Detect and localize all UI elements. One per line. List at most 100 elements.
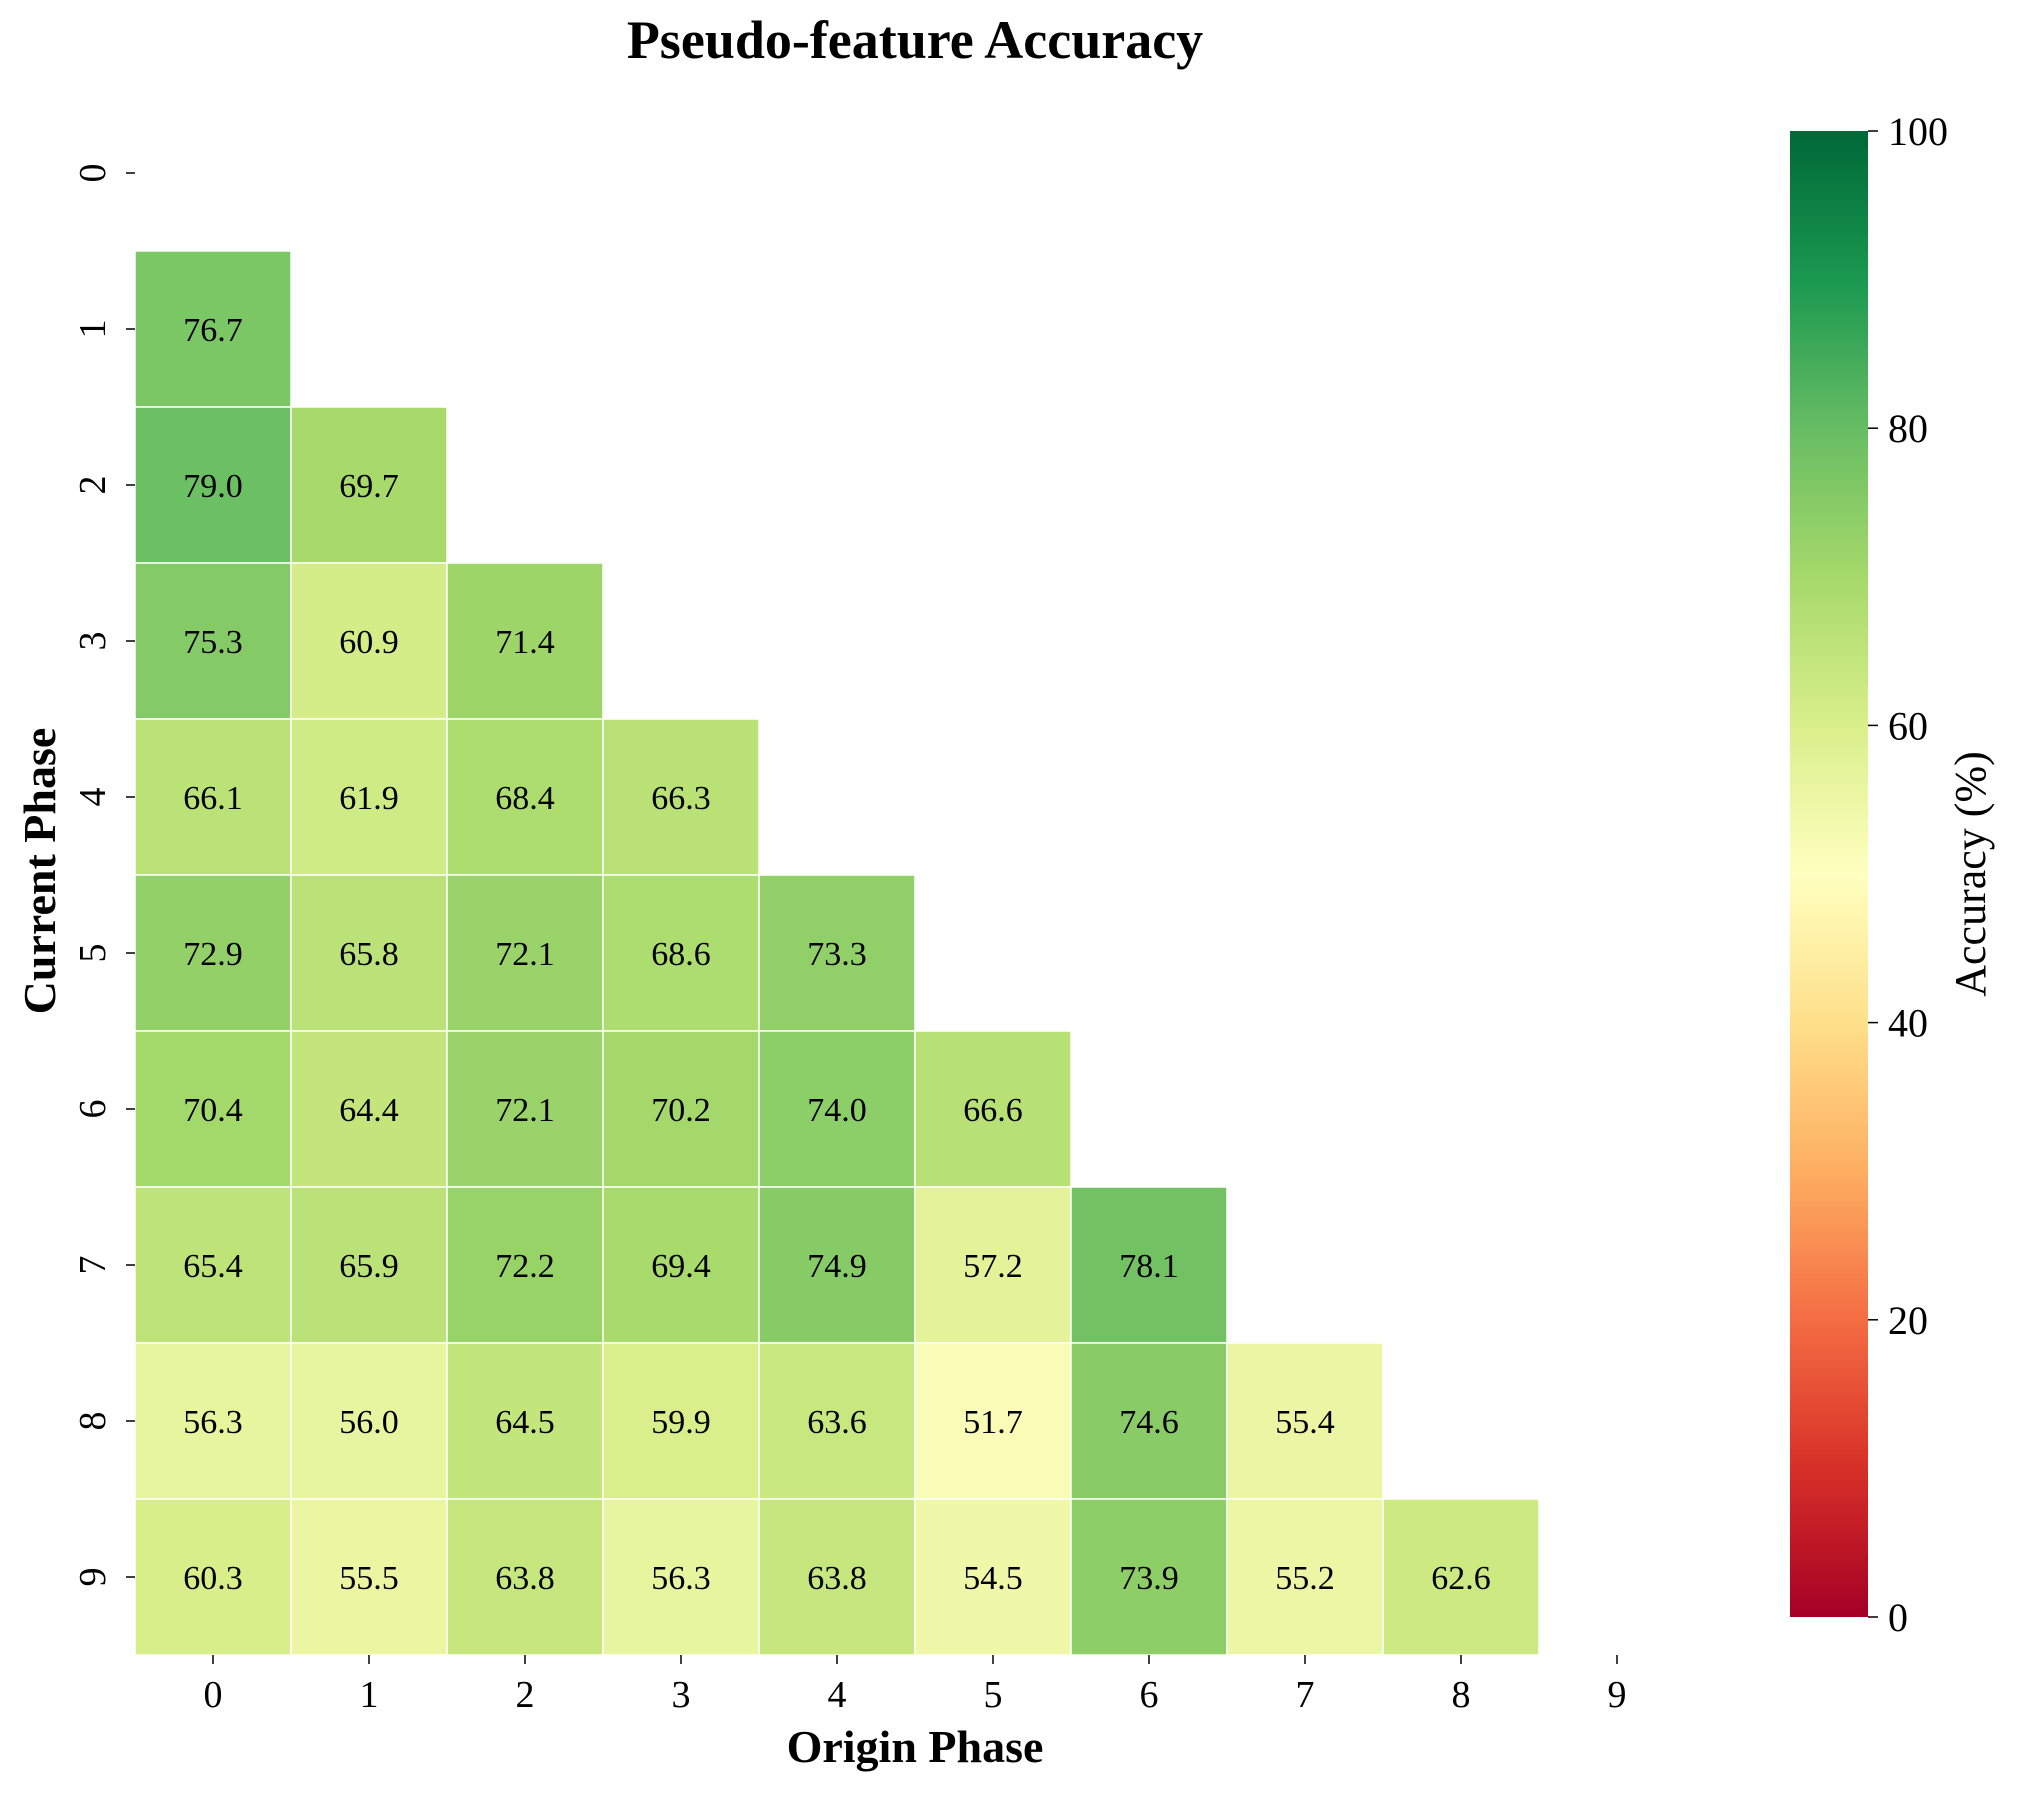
- cell-value-label: 70.4: [183, 1092, 243, 1129]
- cell-value-label: 55.5: [339, 1560, 399, 1597]
- cell-value-label: 64.5: [495, 1404, 555, 1441]
- y-tick-label: 0: [72, 164, 114, 183]
- heatmap-cell: [602, 718, 760, 876]
- cell-value-label: 72.9: [183, 936, 243, 973]
- heatmap-cell: [1070, 1186, 1228, 1344]
- cell-value-label: 71.4: [495, 624, 555, 661]
- colorbar-tick-label: 60: [1888, 703, 1928, 748]
- cell-value-label: 73.9: [1119, 1560, 1179, 1597]
- heatmap-cell: [446, 1342, 604, 1500]
- cell-value-label: 65.4: [183, 1248, 243, 1285]
- y-tick-label: 2: [72, 476, 114, 495]
- x-tick-label: 5: [984, 1674, 1003, 1716]
- cell-value-label: 72.1: [495, 936, 555, 973]
- heatmap-cell: [446, 874, 604, 1032]
- x-tick-label: 3: [672, 1674, 691, 1716]
- cell-value-label: 61.9: [339, 780, 399, 817]
- chart-title: Pseudo-feature Accuracy: [627, 10, 1203, 70]
- heatmap-cell: [602, 1186, 760, 1344]
- heatmap-cell: [290, 1186, 448, 1344]
- heatmap-cell: [290, 1498, 448, 1656]
- heatmap-cell: [1226, 1342, 1384, 1500]
- cell-value-label: 70.2: [651, 1092, 711, 1129]
- heatmap-cells: 76.7 79.0 69.7 75.3 60.9 71.4 66.1 61.9 68.4 66.3…: [134, 250, 1540, 1656]
- heatmap-cell: [134, 406, 292, 564]
- cell-value-label: 55.2: [1275, 1560, 1335, 1597]
- heatmap-cell: [290, 562, 448, 720]
- heatmap-cell: [758, 874, 916, 1032]
- y-tick-label: 1: [72, 320, 114, 339]
- cell-value-label: 74.6: [1119, 1404, 1179, 1441]
- cell-value-label: 66.3: [651, 780, 711, 817]
- cell-value-label: 57.2: [963, 1248, 1023, 1285]
- heatmap-cell: [602, 874, 760, 1032]
- heatmap-cell: [602, 1498, 760, 1656]
- cell-value-label: 63.8: [495, 1560, 555, 1597]
- x-tick-label: 8: [1452, 1674, 1471, 1716]
- heatmap-cell: [290, 718, 448, 876]
- colorbar-tick-label: 100: [1888, 109, 1948, 154]
- colorbar-tick-label: 20: [1888, 1298, 1928, 1343]
- heatmap-cell: [134, 1498, 292, 1656]
- colorbar-tick-label: 0: [1888, 1595, 1908, 1640]
- cell-value-label: 66.6: [963, 1092, 1023, 1129]
- colorbar-label: Accuracy (%): [1946, 751, 1995, 997]
- y-tick-label: 9: [72, 1568, 114, 1587]
- heatmap-cell: [914, 1030, 1072, 1188]
- heatmap-cell: [1382, 1498, 1540, 1656]
- x-axis-ticks: 0 1 2 3 4 5 6 7 8 9: [204, 1655, 1627, 1716]
- x-tick-label: 9: [1608, 1674, 1627, 1716]
- cell-value-label: 65.8: [339, 936, 399, 973]
- cell-value-label: 76.7: [183, 312, 243, 349]
- y-tick-label: 7: [72, 1256, 114, 1275]
- heatmap-cell: [914, 1498, 1072, 1656]
- x-tick-label: 2: [516, 1674, 535, 1716]
- heatmap-cell: [602, 1030, 760, 1188]
- cell-value-label: 65.9: [339, 1248, 399, 1285]
- x-tick-label: 7: [1296, 1674, 1315, 1716]
- cell-value-label: 68.4: [495, 780, 555, 817]
- cell-value-label: 62.6: [1431, 1560, 1491, 1597]
- x-tick-label: 6: [1140, 1674, 1159, 1716]
- cell-value-label: 73.3: [807, 936, 867, 973]
- cell-value-label: 74.9: [807, 1248, 867, 1285]
- x-axis-label: Origin Phase: [787, 1721, 1044, 1772]
- heatmap-cell: [758, 1030, 916, 1188]
- heatmap-cell: [1070, 1498, 1228, 1656]
- cell-value-label: 56.3: [183, 1404, 243, 1441]
- cell-value-label: 72.1: [495, 1092, 555, 1129]
- colorbar: [1790, 131, 1868, 1617]
- cell-value-label: 59.9: [651, 1404, 711, 1441]
- cell-value-label: 63.8: [807, 1560, 867, 1597]
- heatmap-cell: [446, 1498, 604, 1656]
- colorbar-tick-label: 80: [1888, 406, 1928, 451]
- y-tick-label: 4: [72, 788, 114, 807]
- y-tick-label: 5: [72, 944, 114, 963]
- heatmap-cell: [134, 250, 292, 408]
- cell-value-label: 54.5: [963, 1560, 1023, 1597]
- cell-value-label: 55.4: [1275, 1404, 1335, 1441]
- cell-value-label: 74.0: [807, 1092, 867, 1129]
- y-tick-label: 8: [72, 1412, 114, 1431]
- heatmap-cell: [446, 562, 604, 720]
- cell-value-label: 69.4: [651, 1248, 711, 1285]
- heatmap-cell: [134, 1342, 292, 1500]
- cell-value-label: 64.4: [339, 1092, 399, 1129]
- colorbar-ticks: 0 20 40 60 80 100: [1868, 109, 1948, 1640]
- cell-value-label: 56.3: [651, 1560, 711, 1597]
- heatmap-cell: [446, 1030, 604, 1188]
- cell-value-label: 68.6: [651, 936, 711, 973]
- heatmap-cell: [1070, 1342, 1228, 1500]
- cell-value-label: 60.3: [183, 1560, 243, 1597]
- cell-value-label: 69.7: [339, 468, 399, 505]
- heatmap-cell: [134, 562, 292, 720]
- cell-value-label: 78.1: [1119, 1248, 1179, 1285]
- colorbar-tick-label: 40: [1888, 1001, 1928, 1046]
- x-tick-label: 1: [360, 1674, 379, 1716]
- x-tick-label: 0: [204, 1674, 223, 1716]
- heatmap-cell: [290, 406, 448, 564]
- cell-value-label: 66.1: [183, 780, 243, 817]
- y-axis-label: Current Phase: [14, 728, 65, 1015]
